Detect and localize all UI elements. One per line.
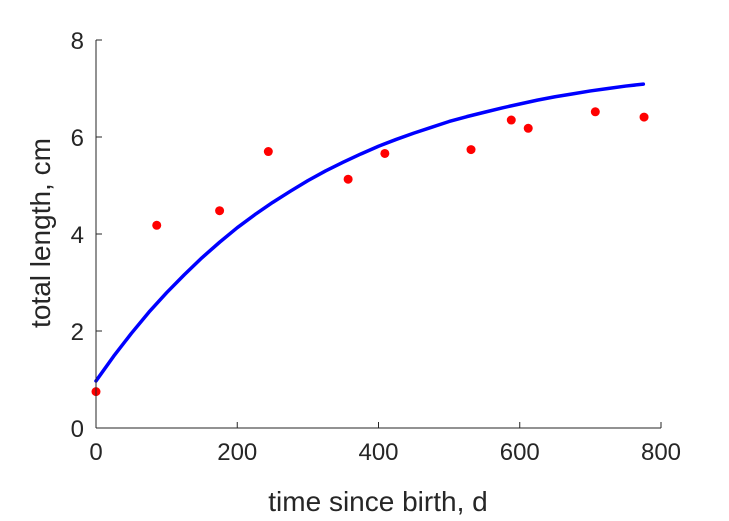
data-point [152, 220, 162, 230]
x-tick-label: 800 [641, 439, 681, 466]
y-axis-label: total length, cm [25, 138, 56, 328]
data-point [466, 145, 476, 155]
x-ticks-layer: 0 200 400 600 800 [89, 422, 681, 466]
series-points-layer [91, 107, 649, 397]
y-tick-label: 8 [71, 28, 84, 55]
x-tick-label: 600 [500, 439, 540, 466]
data-point [215, 206, 225, 216]
axes-layer [95, 40, 661, 429]
data-point [523, 123, 533, 133]
x-axis-label: time since birth, d [268, 486, 487, 517]
y-tick-label: 4 [71, 222, 84, 249]
data-point [590, 107, 600, 117]
data-point [506, 115, 516, 125]
x-tick-label: 400 [358, 439, 398, 466]
y-tick-label: 6 [71, 125, 84, 152]
data-point [263, 147, 273, 157]
y-ticks-layer: 0 2 4 6 8 [71, 28, 102, 443]
x-tick-label: 0 [89, 439, 102, 466]
data-point [639, 112, 649, 122]
data-point [343, 174, 353, 184]
x-tick-label: 200 [217, 439, 257, 466]
data-point [380, 148, 390, 158]
y-tick-label: 2 [71, 319, 84, 346]
y-tick-label: 0 [71, 416, 84, 443]
fit-curve-line [94, 82, 646, 383]
series-line-layer [94, 82, 646, 383]
